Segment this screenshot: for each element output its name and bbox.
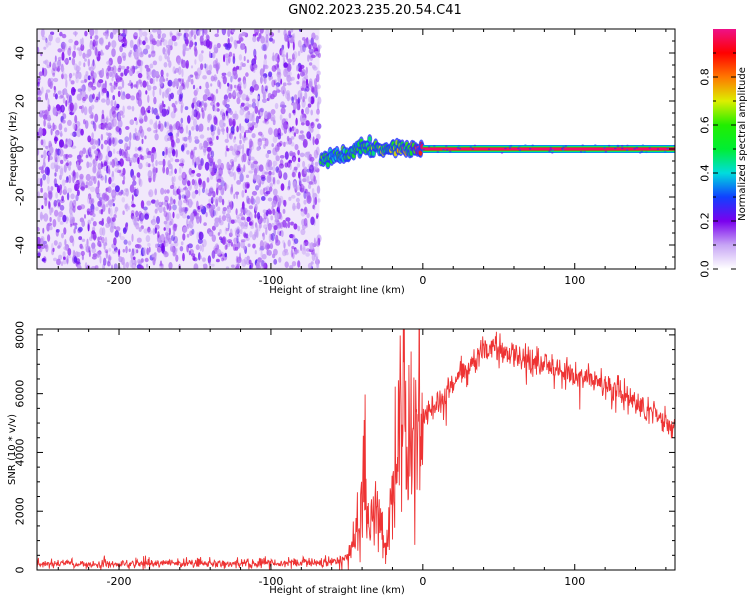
spectrogram-y-tick-label: 0 (14, 146, 27, 153)
spectrogram-plot (37, 29, 675, 269)
colorbar-tick-label: 0.6 (699, 116, 712, 134)
colorbar-tick-label: 0.0 (699, 260, 712, 278)
signal-trace (318, 134, 675, 170)
snr-x-tick-label: -100 (258, 575, 283, 588)
snr-series-line (37, 329, 675, 570)
spectrogram-y-tick-label: 40 (14, 46, 27, 60)
colorbar-tick-label: 0.2 (699, 212, 712, 230)
snr-x-tick-label: -200 (107, 575, 132, 588)
figure-title: GN02.2023.235.20.54.C41 (288, 3, 462, 18)
spectrogram-x-tick-label: 100 (564, 274, 585, 287)
snr-frame (36, 328, 676, 571)
colorbar-ticks: 0.0 0.2 0.4 0.6 0.8 (699, 52, 736, 278)
snr-plot (37, 329, 675, 570)
spectrogram-y-tick-label: 20 (14, 94, 27, 108)
colorbar-tick-label: 0.8 (699, 68, 712, 86)
spectrogram-y-tick-label: -40 (14, 236, 27, 254)
colorbar-label: Normalized spectral amplitude (737, 67, 748, 221)
snr-x-axis-label: Height of straight line (km) (269, 585, 405, 596)
snr-x-tick-label: 0 (419, 575, 426, 588)
colorbar-tick-label: 0.4 (699, 164, 712, 182)
snr-y-tick-label: 2000 (14, 497, 27, 525)
spectrogram-y-axis-label: Frequency (Hz) (8, 111, 19, 187)
snr-y-tick-label: 8000 (14, 321, 27, 349)
snr-y-tick-label: 0 (14, 567, 27, 574)
snr-y-tick-label: 6000 (14, 380, 27, 408)
spectrogram-y-tick-label: -20 (14, 188, 27, 206)
colorbar: 0.0 0.2 0.4 0.6 0.8 Normalized spectral ampl… (699, 29, 748, 278)
snr-y-tick-label: 4000 (14, 438, 27, 466)
spectrogram-x-tick-label: -100 (258, 274, 283, 287)
snr-x-tick-label: 100 (564, 575, 585, 588)
noise-region (37, 29, 322, 269)
spectrogram-x-axis-label: Height of straight line (km) (269, 285, 405, 296)
snr-y-axis-label: SNR (10 * v/v) (7, 414, 18, 485)
spectrogram-x-tick-label: -200 (107, 274, 132, 287)
spectrogram-x-tick-label: 0 (419, 274, 426, 287)
colorbar-gradient (713, 29, 736, 269)
